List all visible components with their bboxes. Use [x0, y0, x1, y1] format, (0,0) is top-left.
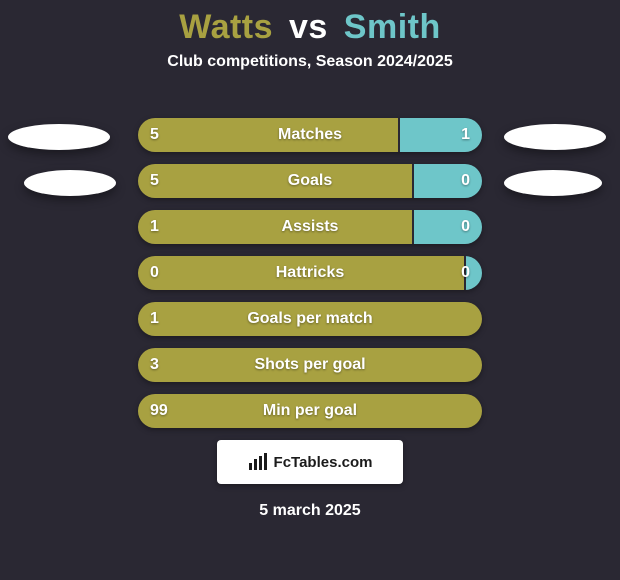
stat-row: 3Shots per goal: [0, 348, 620, 382]
stat-value-left: 0: [150, 256, 159, 290]
stat-value-right: 1: [461, 118, 470, 152]
stat-bar-left: [138, 256, 465, 290]
bars-icon: [248, 453, 268, 471]
stat-bar-track: [138, 256, 482, 290]
stat-bar-left: [138, 210, 413, 244]
stat-bar-gap: [412, 210, 414, 244]
page-title: Watts vs Smith: [0, 0, 620, 47]
stat-bar-track: [138, 210, 482, 244]
stat-row: 50Goals: [0, 164, 620, 198]
stat-bar-track: [138, 164, 482, 198]
stat-bar-right: [413, 164, 482, 198]
stat-value-right: 0: [461, 210, 470, 244]
title-player2: Smith: [344, 8, 441, 46]
stat-row: 99Min per goal: [0, 394, 620, 428]
stat-bar-track: [138, 302, 482, 336]
stat-value-left: 3: [150, 348, 159, 382]
stat-row: 1Goals per match: [0, 302, 620, 336]
comparison-infographic: Watts vs Smith Club competitions, Season…: [0, 0, 620, 580]
stat-bar-track: [138, 394, 482, 428]
stat-row: 00Hattricks: [0, 256, 620, 290]
stat-value-right: 0: [461, 256, 470, 290]
stat-bar-left: [138, 118, 399, 152]
stat-bar-left: [138, 164, 413, 198]
stat-bar-right: [413, 210, 482, 244]
stat-bar-left: [138, 302, 482, 336]
stat-value-left: 5: [150, 164, 159, 198]
stats-area: 51Matches50Goals10Assists00Hattricks1Goa…: [0, 118, 620, 440]
stat-value-right: 0: [461, 164, 470, 198]
stat-value-left: 99: [150, 394, 168, 428]
date-label: 5 march 2025: [0, 502, 620, 520]
title-vs: vs: [289, 8, 328, 46]
stat-bar-gap: [398, 118, 400, 152]
badge-text: FcTables.com: [274, 454, 373, 471]
stat-value-left: 1: [150, 210, 159, 244]
title-player1: Watts: [179, 8, 273, 46]
stat-bar-left: [138, 394, 482, 428]
stat-bar-gap: [412, 164, 414, 198]
fctables-badge: FcTables.com: [217, 440, 403, 484]
stat-value-left: 1: [150, 302, 159, 336]
stat-row: 51Matches: [0, 118, 620, 152]
stat-bar-left: [138, 348, 482, 382]
stat-bar-track: [138, 118, 482, 152]
stat-row: 10Assists: [0, 210, 620, 244]
stat-bar-track: [138, 348, 482, 382]
subtitle: Club competitions, Season 2024/2025: [0, 53, 620, 71]
stat-value-left: 5: [150, 118, 159, 152]
